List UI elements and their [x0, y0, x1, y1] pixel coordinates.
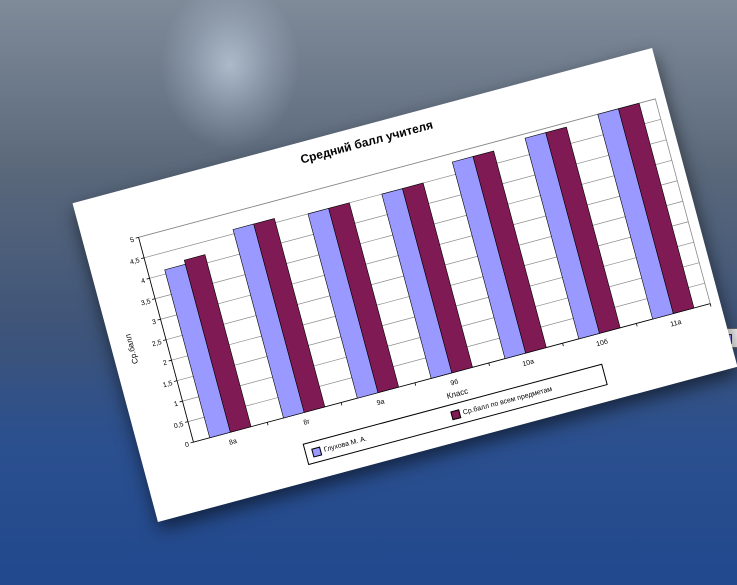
y-tick-mark — [146, 277, 150, 280]
x-tick-mark — [488, 362, 490, 366]
legend-swatch — [311, 446, 323, 458]
x-tick-label: 10б — [595, 338, 608, 349]
x-tick-label: 11а — [670, 319, 683, 329]
y-tick-mark — [141, 257, 145, 259]
y-tick-mark — [152, 298, 156, 300]
chart-plot: 0 0,5 1 1,5 2 2,5 3 3,5 4 4,5 5 8а 8г 9а 9б 10а 10б 11а Кл… — [123, 98, 712, 449]
x-tick-mark — [562, 343, 564, 347]
x-tick-label: 8а — [228, 438, 237, 447]
y-axis-label: Ср.балл — [123, 333, 140, 365]
bar — [183, 254, 252, 433]
y-tick-label: 0,5 — [173, 421, 184, 430]
x-tick-mark — [340, 402, 343, 406]
x-tick-mark — [414, 382, 417, 386]
bar — [472, 150, 547, 354]
y-tick-mark — [179, 400, 183, 403]
y-tick-label: 3 — [151, 319, 157, 327]
bar — [545, 126, 621, 334]
x-axis-label: Класс — [446, 386, 469, 400]
chart-card: Средний балл учителя 0 0,5 1 1,5 2 2,5 3 3,5 4 4,… — [72, 47, 737, 523]
y-tick-label: 1 — [173, 400, 179, 408]
x-tick-label: 8г — [303, 418, 311, 427]
bar — [328, 202, 400, 394]
x-tick-label: 9а — [376, 398, 385, 407]
x-tick-mark — [709, 303, 712, 307]
y-tick-label: 4 — [140, 278, 146, 286]
x-tick-mark — [636, 323, 638, 327]
y-tick-mark — [157, 318, 161, 321]
y-tick-label: 2 — [162, 360, 168, 368]
y-tick-mark — [168, 359, 172, 362]
bar — [618, 102, 695, 314]
y-tick-mark — [163, 339, 167, 341]
y-tick-label: 0 — [184, 441, 190, 449]
x-tick-label: 9б — [450, 378, 460, 388]
y-tick-label: 3,5 — [140, 298, 151, 307]
y-tick-mark — [184, 421, 189, 423]
legend-swatch — [450, 409, 462, 421]
y-tick-label: 5 — [129, 237, 135, 245]
y-axis-line — [138, 237, 194, 443]
y-tick-label: 2,5 — [151, 339, 162, 348]
x-tick-label: 10а — [522, 358, 535, 368]
bar — [402, 182, 473, 374]
gridline — [138, 98, 656, 238]
y-tick-label: 4,5 — [129, 257, 140, 266]
y-tick-mark — [135, 236, 139, 239]
y-tick-mark — [190, 441, 194, 444]
background-glow — [160, 0, 300, 150]
x-tick-mark — [266, 422, 269, 426]
y-tick-mark — [173, 380, 178, 382]
y-tick-label: 1,5 — [162, 380, 173, 389]
bar — [253, 218, 326, 413]
